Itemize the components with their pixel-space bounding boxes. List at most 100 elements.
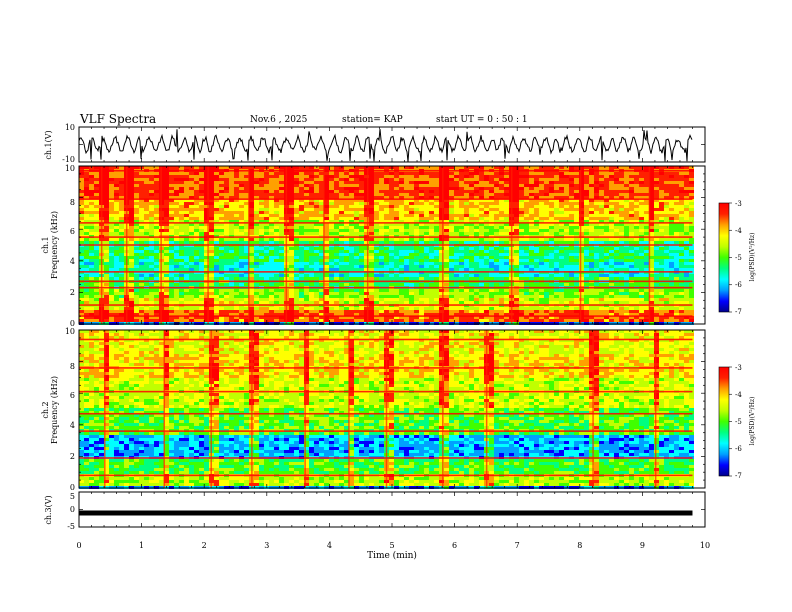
- spectrogram-cell: [254, 229, 259, 232]
- spectrogram-cell: [94, 211, 99, 214]
- spectrogram-cell: [324, 256, 329, 259]
- spectrogram-cell: [254, 256, 259, 259]
- spectrogram-cell: [524, 187, 529, 190]
- spectrogram-cell: [449, 190, 454, 193]
- spectrogram-cell: [169, 223, 174, 226]
- spectrogram-cell: [344, 265, 349, 268]
- spectrogram-cell: [329, 253, 334, 256]
- spectrogram-cell: [144, 187, 149, 190]
- spectrogram-cell: [499, 277, 504, 280]
- spectrogram-cell: [379, 256, 384, 259]
- spectrogram-cell: [409, 313, 414, 316]
- spectrogram-cell: [149, 193, 154, 196]
- spectrogram-cell: [79, 250, 84, 253]
- spectrogram-cell: [329, 292, 334, 295]
- spectrogram-cell: [244, 184, 249, 187]
- spectrogram-cell: [399, 256, 404, 259]
- spectrogram-cell: [179, 307, 184, 310]
- spectrogram-cell: [474, 265, 479, 268]
- spectrogram-cell: [374, 175, 379, 178]
- spectrogram-cell: [174, 277, 179, 280]
- spectrogram-cell: [424, 223, 429, 226]
- spectrogram-cell: [154, 232, 159, 235]
- spectrogram-cell: [424, 196, 429, 199]
- spectrogram-cell: [519, 307, 524, 310]
- spectrogram-cell: [419, 313, 424, 316]
- spectrogram-cell: [384, 184, 389, 187]
- spectrogram-cell: [254, 250, 259, 253]
- spectrogram-cell: [249, 214, 254, 217]
- spectrogram-cell: [179, 187, 184, 190]
- spectrogram-cell: [204, 184, 209, 187]
- spectrogram-cell: [349, 172, 354, 175]
- spectrogram-cell: [154, 253, 159, 256]
- spectrogram-cell: [489, 175, 494, 178]
- spectrogram-cell: [334, 289, 339, 292]
- spectrogram-cell: [194, 247, 199, 250]
- spectrogram-cell: [494, 229, 499, 232]
- spectrogram-cell: [239, 190, 244, 193]
- spectrogram-cell: [379, 220, 384, 223]
- spectrogram-cell: [319, 202, 324, 205]
- spectrogram-cell: [309, 214, 314, 217]
- spectrogram-cell: [184, 208, 189, 211]
- spectrogram-cell: [489, 274, 494, 277]
- spectrogram-cell: [194, 178, 199, 181]
- spectrogram-cell: [214, 247, 219, 250]
- spectrogram-cell: [499, 289, 504, 292]
- spectrogram-cell: [374, 172, 379, 175]
- spectrogram-cell: [364, 172, 369, 175]
- spectrogram-cell: [499, 265, 504, 268]
- spectrogram-cell: [279, 313, 284, 316]
- spectrogram-cell: [384, 259, 389, 262]
- spectrogram-cell: [119, 295, 124, 298]
- spectrogram-cell: [414, 223, 419, 226]
- spectrogram-cell: [489, 166, 494, 169]
- spectrogram-cell: [299, 196, 304, 199]
- spectrogram-cell: [209, 211, 214, 214]
- spectrogram-cell: [209, 262, 214, 265]
- spectrogram-cell: [444, 277, 449, 280]
- spectrogram-cell: [279, 262, 284, 265]
- spectrogram-cell: [174, 292, 179, 295]
- spectrogram-cell: [169, 274, 174, 277]
- spectrogram-cell: [324, 319, 329, 322]
- spectrogram-cell: [414, 184, 419, 187]
- spectrogram-cell: [529, 307, 534, 310]
- spectrogram-cell: [474, 217, 479, 220]
- spectrogram-cell: [374, 307, 379, 310]
- spectrogram-cell: [424, 259, 429, 262]
- spectrogram-cell: [169, 301, 174, 304]
- spectrogram-cell: [129, 208, 134, 211]
- spectrogram-cell: [529, 214, 534, 217]
- spectrogram-cell: [299, 202, 304, 205]
- spectrogram-cell: [304, 238, 309, 241]
- spectrogram-cell: [149, 289, 154, 292]
- spectrogram-cell: [349, 205, 354, 208]
- spectrogram-cell: [164, 178, 169, 181]
- spectrogram-cell: [279, 214, 284, 217]
- spectrogram-cell: [84, 265, 89, 268]
- spectrogram-cell: [139, 274, 144, 277]
- spectrogram-cell: [474, 208, 479, 211]
- spectrogram-cell: [504, 196, 509, 199]
- spectrogram-cell: [264, 193, 269, 196]
- spectrogram-cell: [379, 187, 384, 190]
- spectrogram-cell: [334, 214, 339, 217]
- spectrogram-cell: [319, 181, 324, 184]
- spectrogram-cell: [229, 310, 234, 313]
- spectrogram-cell: [274, 283, 279, 286]
- spectrogram-cell: [84, 229, 89, 232]
- spectrogram-cell: [144, 184, 149, 187]
- spectrogram-cell: [219, 202, 224, 205]
- spectrogram-cell: [264, 175, 269, 178]
- spectrogram-cell: [309, 190, 314, 193]
- spectrogram-cell: [354, 316, 359, 319]
- spectrogram-cell: [474, 232, 479, 235]
- spectrogram-cell: [214, 178, 219, 181]
- spectrogram-cell: [349, 292, 354, 295]
- spectrogram-cell: [489, 292, 494, 295]
- spectrogram-cell: [419, 223, 424, 226]
- spectrogram-cell: [244, 214, 249, 217]
- spectrogram-cell: [409, 211, 414, 214]
